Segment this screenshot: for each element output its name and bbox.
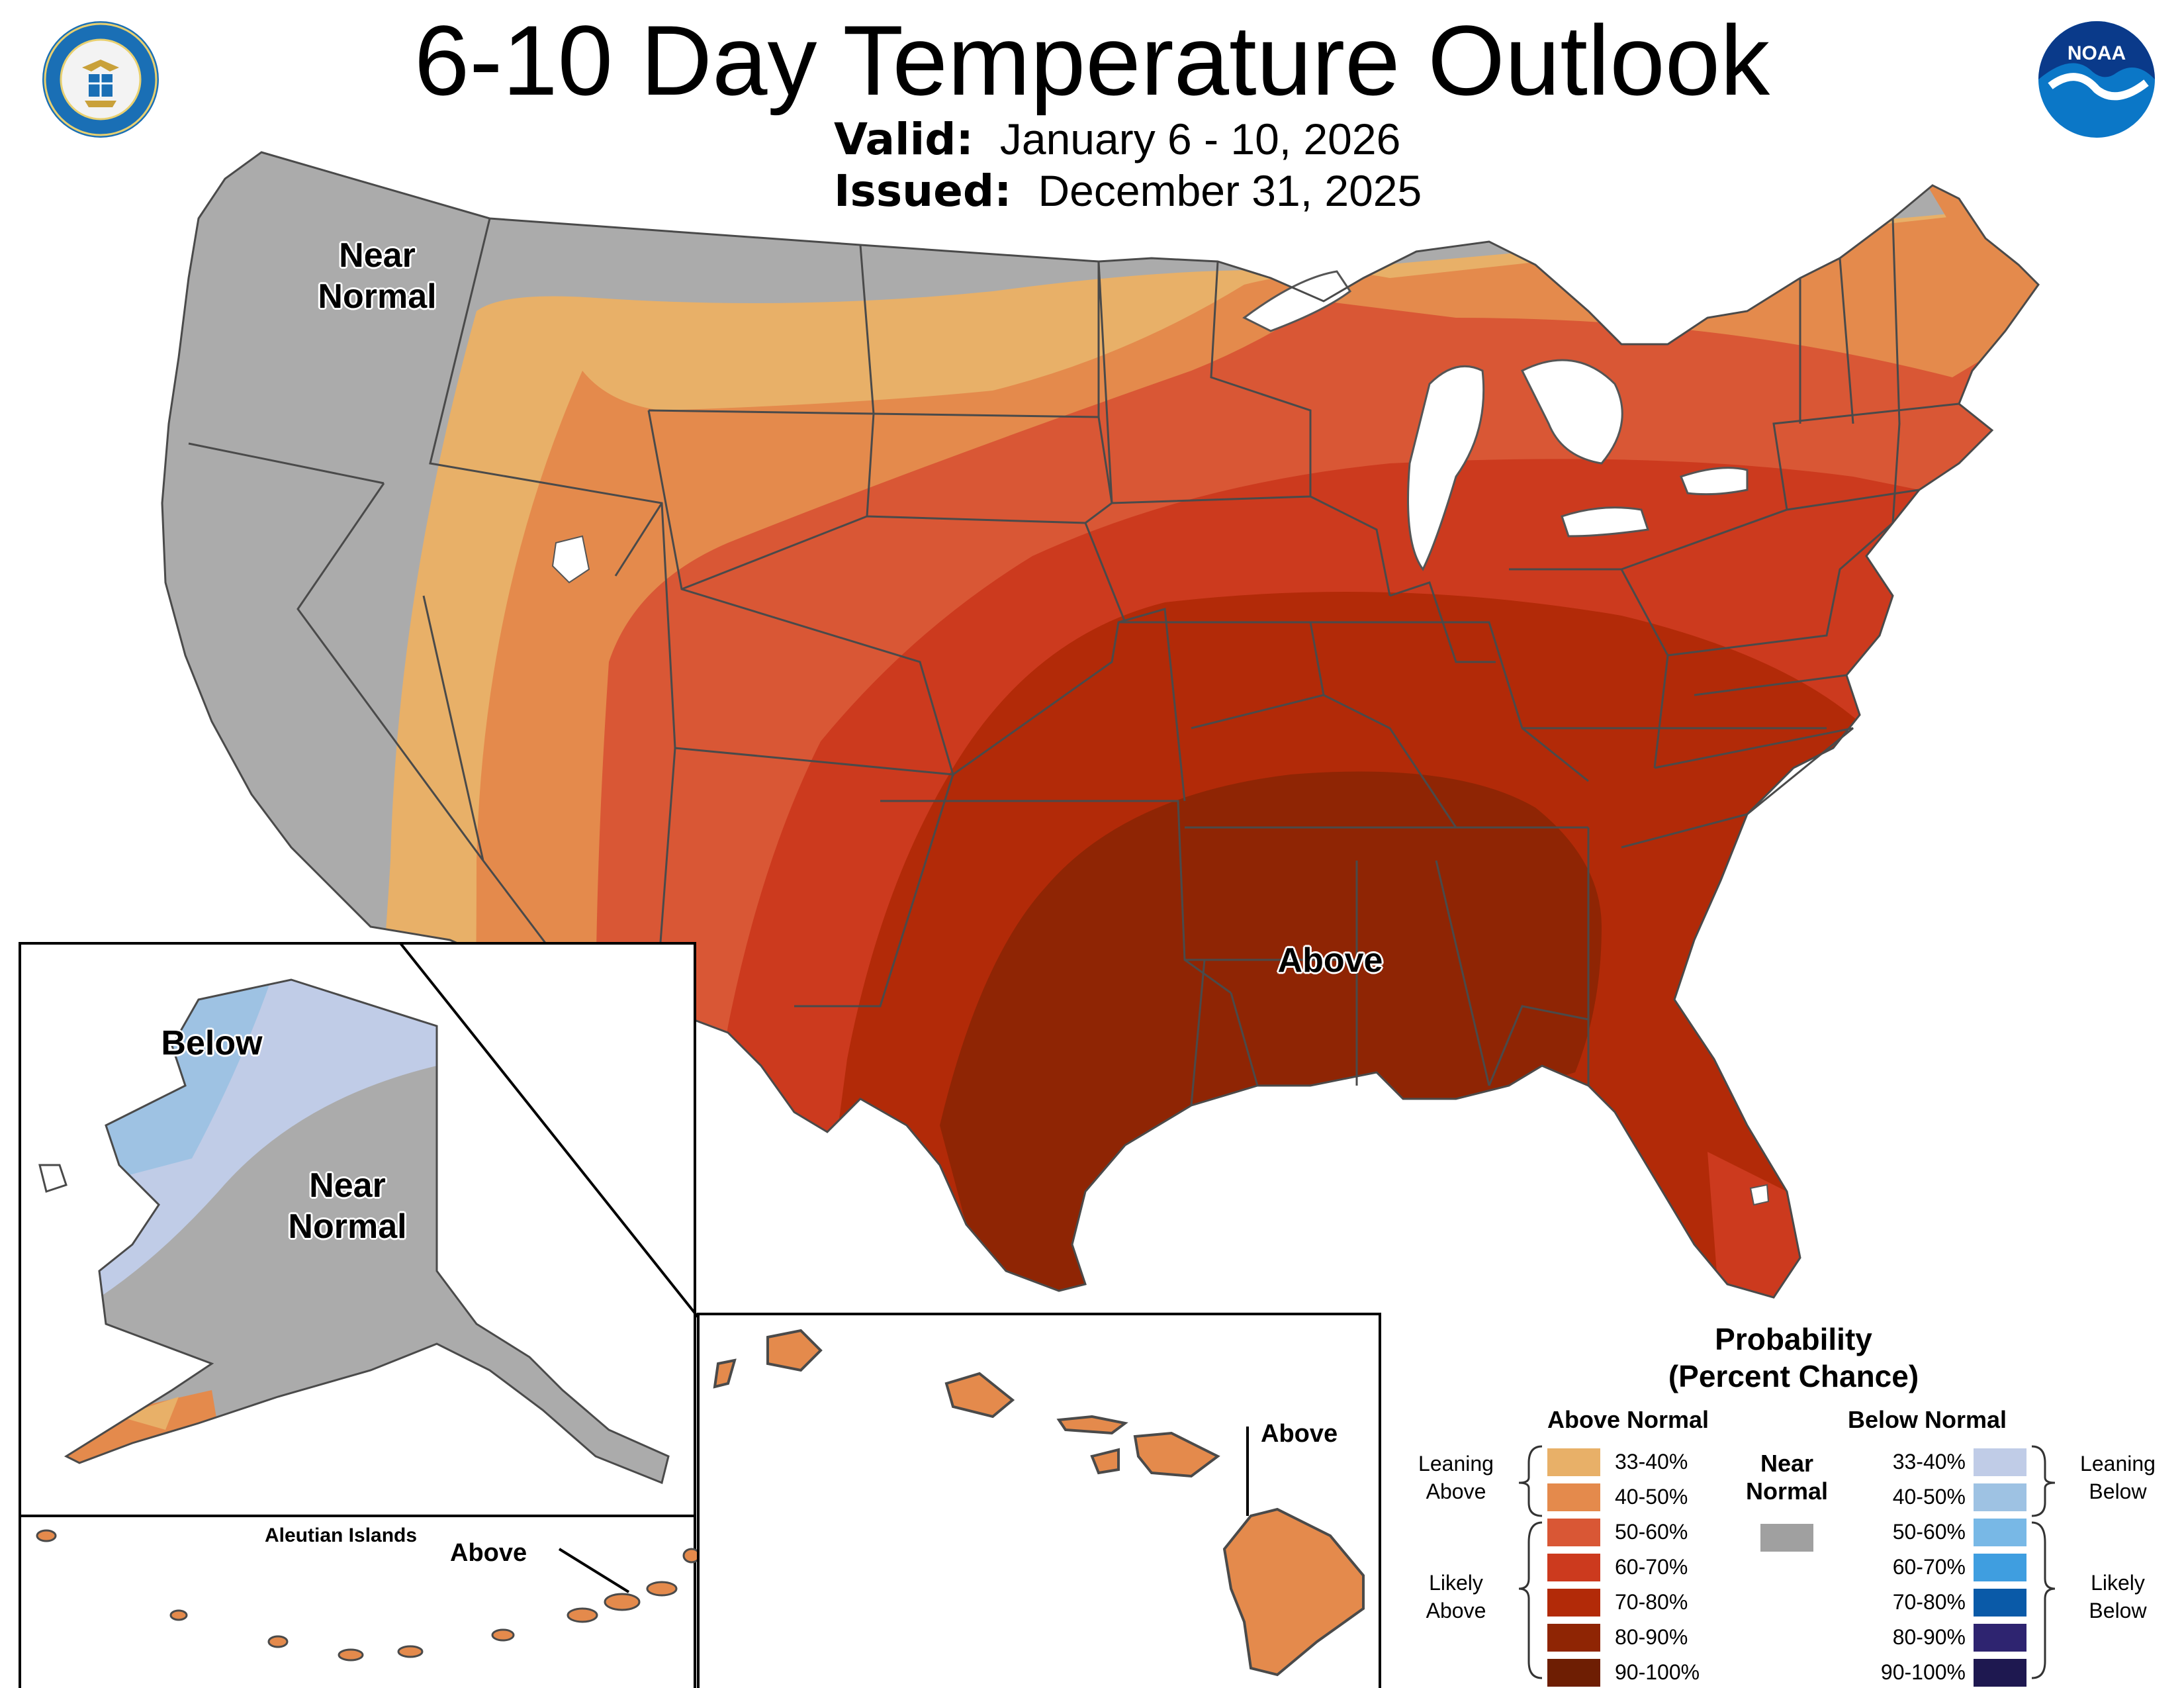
legend-below-swatch (1974, 1589, 2026, 1617)
legend-near-header-line2: Normal (1745, 1477, 1829, 1505)
legend-leaning-below: Leaning Below (2080, 1452, 2156, 1503)
legend-below-swatch (1974, 1519, 2026, 1546)
legend-title-line1: Probability (1715, 1322, 1872, 1356)
legend-above-swatch (1547, 1624, 1600, 1652)
legend-brackets (1518, 1445, 2056, 1679)
legend-title: Probability (Percent Chance) (1635, 1321, 1952, 1395)
noaa-logo-text: NOAA (2068, 42, 2126, 64)
legend-below-header: Below Normal (1848, 1406, 2007, 1433)
alaska-near-normal-label: Near Normal (288, 1166, 407, 1246)
legend-near-header: Near Normal (1734, 1450, 1840, 1505)
legend-above-range: 33-40% (1615, 1450, 1688, 1474)
legend-below-swatch (1974, 1448, 2026, 1476)
legend-below-swatch (1974, 1624, 2026, 1652)
legend-near-normal-swatch (1760, 1524, 1813, 1552)
legend-below-range: 70-80% (1892, 1590, 1966, 1614)
legend-below-swatch (1974, 1659, 2026, 1687)
legend-title-line2: (Percent Chance) (1668, 1359, 1919, 1393)
legend-below-range: 90-100% (1880, 1660, 1966, 1684)
aleutian-islands-label: Aleutian Islands (265, 1524, 418, 1546)
legend-below-swatch (1974, 1483, 2026, 1511)
hawaii-above-label: Above (1261, 1420, 1338, 1448)
legend-above-swatch (1547, 1554, 1600, 1581)
legend-above-swatch (1547, 1659, 1600, 1687)
legend-leaning-above: Leaning Above (1418, 1452, 1494, 1503)
valid-label: Valid: (834, 114, 974, 165)
department-of-commerce-seal (42, 21, 159, 138)
issued-label: Issued: (834, 165, 1012, 216)
valid-line: Valid: January 6 - 10, 2026 (834, 113, 1400, 166)
map-title: 6-10 Day Temperature Outlook (414, 5, 1770, 116)
issued-line: Issued: December 31, 2025 (834, 164, 1422, 218)
legend-likely-above: Likely Above (1426, 1571, 1486, 1622)
valid-date: January 6 - 10, 2026 (999, 115, 1401, 164)
legend-below-swatch (1974, 1554, 2026, 1581)
legend-above-range: 60-70% (1615, 1555, 1688, 1579)
legend-above-swatch (1547, 1483, 1600, 1511)
alaska-below-label: Below (161, 1024, 263, 1062)
legend-above-swatch (1547, 1519, 1600, 1546)
legend-above-range: 90-100% (1615, 1660, 1700, 1684)
legend-below-range: 50-60% (1892, 1520, 1966, 1544)
conus-above-label: Above (1277, 941, 1383, 980)
legend-above-swatch (1547, 1448, 1600, 1476)
conus-near-normal-label: Near Normal (318, 236, 437, 316)
legend-above-range: 40-50% (1615, 1485, 1688, 1509)
legend-below-range: 60-70% (1892, 1555, 1966, 1579)
legend-below-range: 40-50% (1892, 1485, 1966, 1509)
legend-below-range: 80-90% (1892, 1625, 1966, 1649)
hawaii-inset (697, 1313, 1381, 1688)
legend-above-header: Above Normal (1547, 1406, 1709, 1433)
legend-above-range: 80-90% (1615, 1625, 1688, 1649)
legend-likely-below: Likely Below (2089, 1571, 2147, 1622)
noaa-logo: NOAA (2038, 21, 2155, 138)
legend-near-header-line1: Near (1760, 1450, 1814, 1477)
aleutian-above-label: Above (450, 1539, 527, 1567)
legend-above-swatch (1547, 1589, 1600, 1617)
alaska-inset (19, 942, 701, 1688)
issued-date: December 31, 2025 (1038, 166, 1422, 215)
legend-below-range: 33-40% (1892, 1450, 1966, 1474)
legend-above-range: 70-80% (1615, 1590, 1688, 1614)
legend-above-range: 50-60% (1615, 1520, 1688, 1544)
